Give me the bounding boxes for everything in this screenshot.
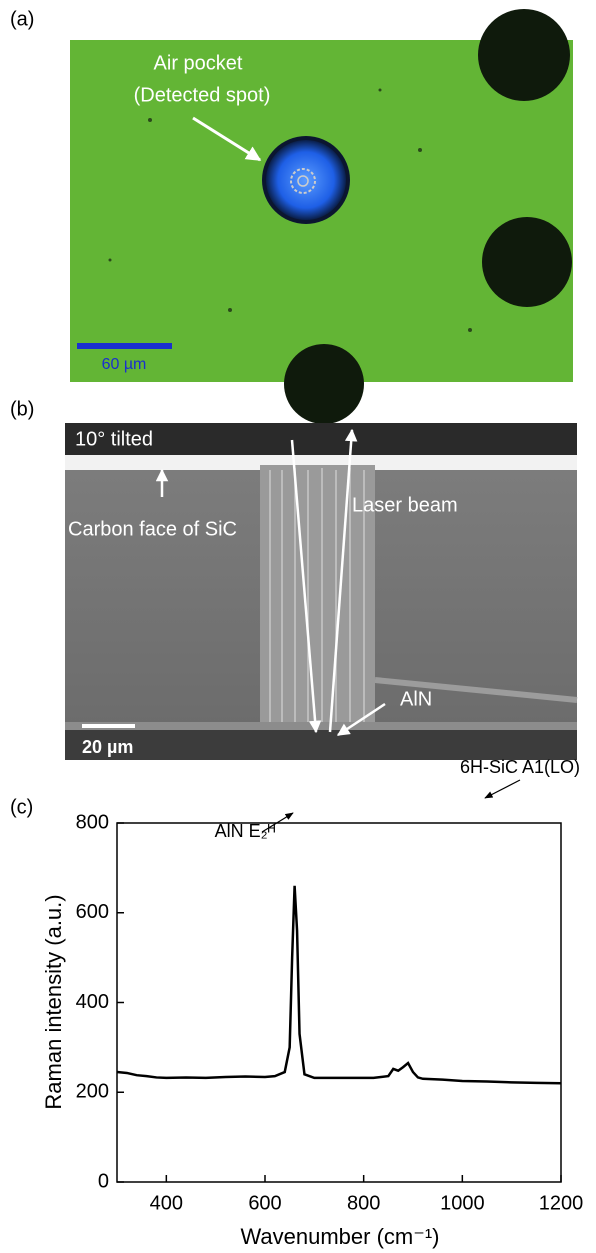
annotation: 10° tilted bbox=[75, 428, 153, 450]
plot-frame bbox=[117, 823, 561, 1182]
x-tick-label: 1200 bbox=[539, 1192, 584, 1214]
annotation: (Detected spot) bbox=[134, 84, 271, 106]
annotation: Laser beam bbox=[352, 494, 458, 516]
scale-bar-label: 20 µm bbox=[82, 737, 133, 757]
x-axis-label: Wavenumber (cm⁻¹) bbox=[240, 1224, 439, 1249]
panel-label: (c) bbox=[10, 796, 33, 818]
x-tick-label: 800 bbox=[347, 1192, 380, 1214]
y-tick-label: 600 bbox=[76, 901, 109, 923]
panel-label: (a) bbox=[10, 8, 34, 30]
y-axis-label: Raman intensity (a.u.) bbox=[41, 894, 66, 1109]
y-tick-label: 0 bbox=[98, 1170, 109, 1192]
annotation: Air pocket bbox=[154, 52, 243, 74]
scale-bar-label: 60 µm bbox=[102, 356, 147, 373]
y-tick-label: 200 bbox=[76, 1081, 109, 1103]
annotation: AlN bbox=[400, 688, 432, 710]
sem-image bbox=[65, 423, 577, 760]
x-tick-label: 400 bbox=[150, 1192, 183, 1214]
annotation: Carbon face of SiC bbox=[68, 518, 237, 540]
annotation-arrow bbox=[485, 780, 520, 798]
annotation: AlN E₂ᴴ bbox=[215, 821, 276, 841]
page: (a) Air pocket (Detected spot) 60 µm (b)… bbox=[0, 0, 596, 1253]
x-tick-label: 1000 bbox=[440, 1192, 485, 1214]
panel-label: (b) bbox=[10, 398, 34, 420]
figure: (a) Air pocket (Detected spot) 60 µm (b)… bbox=[0, 0, 596, 1253]
y-tick-label: 400 bbox=[76, 991, 109, 1013]
spectrum-line bbox=[117, 886, 561, 1083]
x-tick-label: 600 bbox=[248, 1192, 281, 1214]
annotation: 6H-SiC A1(LO) bbox=[460, 757, 580, 777]
y-tick-label: 800 bbox=[76, 811, 109, 833]
